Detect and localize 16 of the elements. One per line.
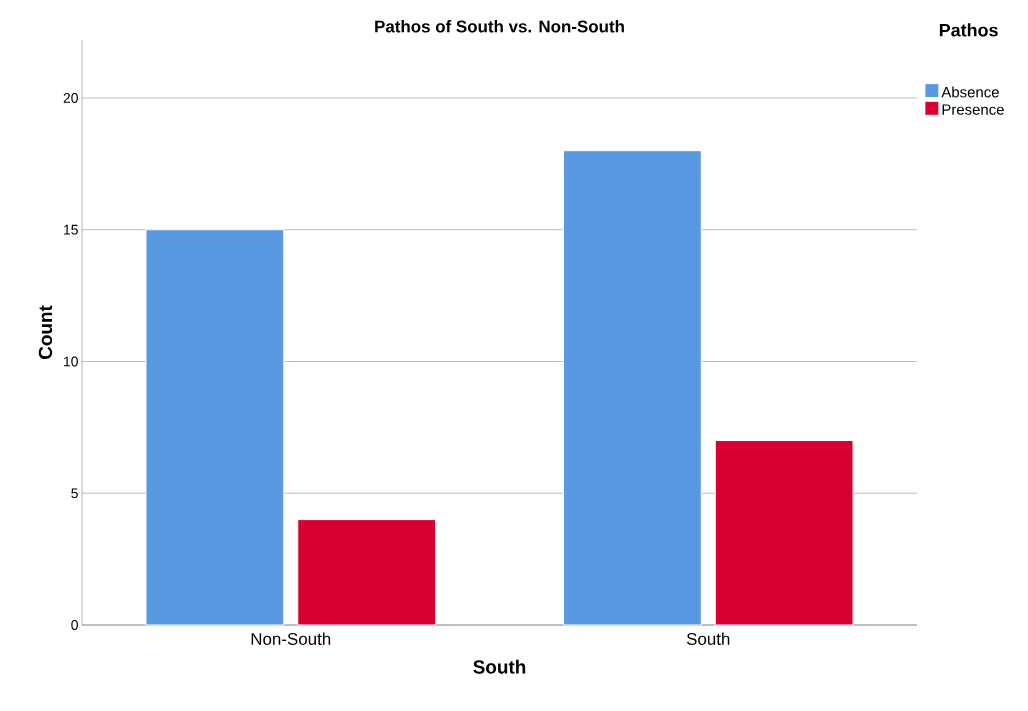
chart-title: Pathos of South vs. Non-South bbox=[375, 20, 624, 33]
bar bbox=[145, 229, 285, 626]
y-tick-label: 5 bbox=[71, 488, 78, 499]
y-axis-title: Count bbox=[38, 305, 53, 360]
y-tick-label: 0 bbox=[71, 620, 78, 630]
y-tick-label: 15 bbox=[64, 224, 78, 235]
legend-label: Presence bbox=[942, 104, 1004, 115]
legend-title: Pathos bbox=[939, 23, 998, 37]
bar bbox=[562, 150, 702, 626]
legend-label: Absence bbox=[941, 86, 999, 98]
x-axis-title: South bbox=[473, 659, 526, 674]
y-tick-label: 10 bbox=[64, 356, 78, 367]
y-tick-label: 20 bbox=[63, 93, 78, 103]
bar bbox=[297, 519, 437, 626]
bar bbox=[714, 440, 854, 626]
x-tick-label: Non-South bbox=[251, 632, 331, 645]
